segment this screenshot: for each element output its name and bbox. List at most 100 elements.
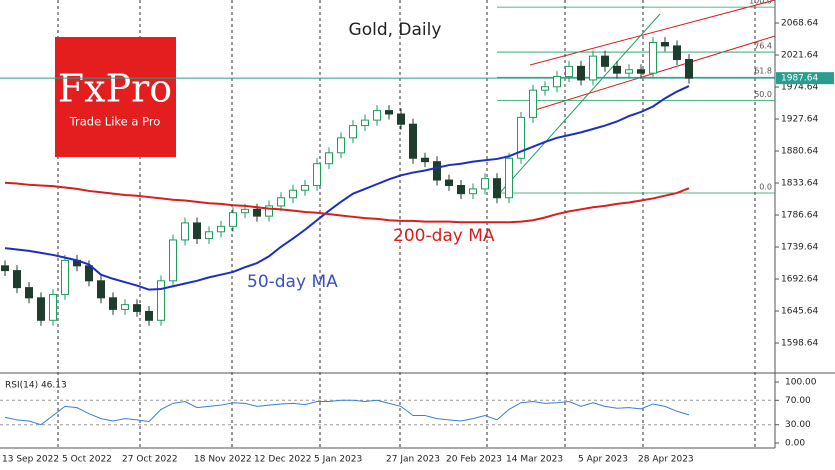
- x-tick-label: 28 Apr 2023: [638, 455, 694, 465]
- y-tick-label: 1927.64: [781, 115, 818, 125]
- ma-line: [4, 181, 690, 224]
- candle-body: [481, 178, 489, 190]
- candle-body: [85, 265, 93, 282]
- candle-body: [457, 184, 465, 195]
- candle-body: [217, 225, 225, 233]
- candle-body: [193, 222, 201, 240]
- x-tick-label: 20 Feb 2023: [446, 455, 502, 465]
- candle-body: [565, 65, 573, 78]
- candle-body: [637, 69, 645, 74]
- logo-brand: FxPro: [58, 67, 172, 111]
- x-tick-label: 14 Mar 2023: [506, 455, 563, 465]
- candle-body: [145, 310, 153, 321]
- candle-body: [25, 287, 33, 299]
- fib-label: 76.4: [754, 42, 772, 51]
- candle-body: [1, 265, 9, 272]
- candle-body: [169, 239, 177, 282]
- candle-body: [49, 293, 57, 321]
- candle-body: [517, 116, 525, 159]
- candle-body: [529, 89, 537, 118]
- candle-body: [277, 197, 285, 207]
- rsi-label: RSI(14) 46.13: [5, 381, 67, 391]
- candle-body: [685, 59, 693, 79]
- candle-body: [157, 280, 165, 321]
- candle-body: [133, 304, 141, 312]
- y-tick-label: 1692.64: [781, 275, 818, 285]
- y-tick-label: 1645.64: [781, 307, 818, 317]
- candle-body: [613, 65, 621, 74]
- candle-body: [673, 45, 681, 61]
- chart-title: Gold, Daily: [349, 20, 442, 40]
- candle-body: [265, 205, 273, 217]
- candle-body: [625, 69, 633, 74]
- fib-label: 100.0: [749, 0, 772, 6]
- candle-body: [13, 270, 21, 289]
- rsi-line: [4, 399, 690, 426]
- y-tick-label: 1786.64: [781, 211, 818, 221]
- candle-body: [229, 212, 237, 227]
- y-tick-label: 2068.64: [781, 19, 818, 29]
- x-tick-label: 12 Dec 2022: [254, 455, 312, 465]
- candle-body: [337, 137, 345, 154]
- candle-body: [301, 184, 309, 191]
- candle-body: [505, 157, 513, 199]
- candle-body: [121, 304, 129, 310]
- candle-body: [661, 42, 669, 47]
- y-tick-label: 1974.64: [781, 83, 818, 93]
- fib-label: 0.0: [759, 182, 772, 191]
- candle-body: [553, 76, 561, 88]
- fib-label: 61.8: [754, 67, 772, 76]
- candle-body: [241, 208, 249, 214]
- x-tick-label: 27 Oct 2022: [122, 455, 178, 465]
- logo-tagline: Trade Like a Pro: [69, 115, 161, 129]
- candle-body: [421, 157, 429, 163]
- y-tick-label: 1880.64: [781, 147, 818, 157]
- candle-body: [37, 297, 45, 321]
- candle-body: [97, 280, 105, 299]
- candle-body: [109, 297, 117, 310]
- candle-body: [253, 208, 261, 217]
- candle-body: [289, 189, 297, 199]
- candle-body: [409, 123, 417, 159]
- rsi-tick-label: 30.00: [785, 420, 811, 430]
- candle-body: [325, 152, 333, 165]
- y-tick-label: 1598.64: [781, 339, 818, 349]
- candle-body: [349, 125, 357, 139]
- last-price-label: 1987.64: [781, 74, 818, 84]
- candle-body: [541, 86, 549, 91]
- candle-body: [61, 259, 69, 295]
- candle-body: [433, 161, 441, 181]
- x-tick-label: 5 Oct 2022: [62, 455, 112, 465]
- fib-label: 50.0: [754, 90, 772, 99]
- candle-body: [385, 110, 393, 115]
- candle-body: [577, 65, 585, 81]
- candle-body: [469, 188, 477, 195]
- logo-box: [55, 37, 176, 157]
- candle-body: [493, 178, 501, 199]
- rsi-tick-label: 100.00: [785, 378, 817, 388]
- y-tick-label: 1739.64: [781, 243, 818, 253]
- candle-body: [601, 55, 609, 67]
- ma200-label: 200-day MA: [393, 226, 495, 246]
- rsi-tick-label: 0.00: [785, 439, 805, 449]
- y-tick-label: 1833.64: [781, 179, 818, 189]
- x-tick-label: 5 Apr 2023: [578, 455, 628, 465]
- candle-body: [445, 179, 453, 186]
- candle-body: [397, 113, 405, 125]
- candle-body: [373, 110, 381, 121]
- candle-body: [649, 42, 657, 74]
- x-tick-label: 18 Nov 2022: [194, 455, 252, 465]
- x-tick-label: 13 Sep 2022: [2, 455, 59, 465]
- rsi-tick-label: 70.00: [785, 396, 811, 406]
- candle-body: [181, 222, 189, 241]
- x-tick-label: 27 Jan 2023: [386, 455, 440, 465]
- ma-line: [4, 85, 690, 291]
- candle-body: [361, 119, 369, 127]
- last-price-box: [776, 72, 834, 85]
- candle-body: [313, 163, 321, 186]
- y-tick-label: 2021.64: [781, 51, 818, 61]
- x-tick-label: 5 Jan 2023: [314, 455, 362, 465]
- ma50-label: 50-day MA: [247, 272, 338, 292]
- candle-body: [205, 231, 213, 240]
